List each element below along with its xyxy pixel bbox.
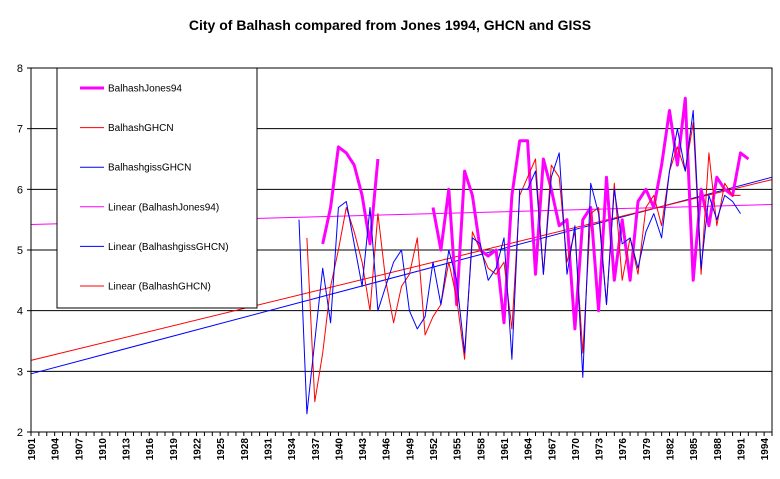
x-tick-label: 1910 xyxy=(98,438,109,461)
chart-title: City of Balhash compared from Jones 1994… xyxy=(189,17,591,33)
x-tick-label: 1943 xyxy=(358,438,369,461)
legend-label: Linear (BalhashJones94) xyxy=(108,202,219,213)
series-balhashghcn xyxy=(306,122,741,403)
y-tick-label: 2 xyxy=(17,427,23,439)
x-tick-label: 1982 xyxy=(666,438,677,461)
data-series xyxy=(298,96,750,415)
x-tick-label: 1985 xyxy=(689,438,700,461)
y-tick-label: 6 xyxy=(17,184,23,196)
y-tick-label: 5 xyxy=(17,245,23,257)
x-tick-label: 1967 xyxy=(547,438,558,461)
x-tick-label: 1991 xyxy=(736,438,747,461)
series-balhashgissghcn xyxy=(298,110,741,415)
x-tick-label: 1907 xyxy=(74,438,85,461)
x-tick-label: 1913 xyxy=(122,438,133,461)
series-line xyxy=(306,122,741,403)
series-line xyxy=(298,110,741,415)
legend-label: BalhashgissGHCN xyxy=(108,163,191,174)
x-tick-label: 1937 xyxy=(311,438,322,461)
series-line xyxy=(431,96,750,331)
x-tick-label: 1901 xyxy=(27,438,38,461)
x-tick-label: 1994 xyxy=(760,438,771,461)
x-tick-label: 1940 xyxy=(334,438,345,461)
x-tick-label: 1961 xyxy=(500,438,511,461)
x-tick-label: 1949 xyxy=(405,438,416,461)
x-tick-label: 1946 xyxy=(382,438,393,461)
series-balhashjones94 xyxy=(321,96,750,331)
y-tick-label: 8 xyxy=(17,63,23,75)
x-tick-label: 1931 xyxy=(263,438,274,461)
legend-label: Linear (BalhashgissGHCN) xyxy=(108,242,229,253)
y-axis: 2 3 4 5 6 7 8 xyxy=(17,63,31,439)
x-tick-label: 1922 xyxy=(193,438,204,461)
x-tick-label: 1916 xyxy=(145,438,156,461)
series-line xyxy=(321,145,380,246)
x-axis: 1901 1904 1907 1910 1913 1916 1919 1922 1925 1928… xyxy=(27,432,773,461)
legend-label: BalhashGHCN xyxy=(108,123,174,134)
series-linear-balhashghcn xyxy=(30,179,773,361)
legend-label: BalhashJones94 xyxy=(108,84,182,95)
y-tick-label: 7 xyxy=(17,124,23,136)
x-tick-label: 1925 xyxy=(216,438,227,461)
legend-box xyxy=(56,67,258,309)
x-tick-label: 1955 xyxy=(453,438,464,461)
x-tick-label: 1964 xyxy=(524,438,535,461)
x-tick-label: 1934 xyxy=(287,438,298,461)
x-tick-label: 1970 xyxy=(571,438,582,461)
x-tick-label: 1976 xyxy=(618,438,629,461)
y-tick-label: 4 xyxy=(17,306,23,318)
legend: BalhashJones94 BalhashGHCN BalhashgissGHCN… xyxy=(56,67,258,309)
y-tick-label: 3 xyxy=(17,366,23,378)
x-tick-label: 1904 xyxy=(51,438,62,461)
x-tick-label: 1979 xyxy=(642,438,653,461)
x-tick-label: 1919 xyxy=(169,438,180,461)
x-tick-label: 1988 xyxy=(713,438,724,461)
x-tick-label: 1928 xyxy=(240,438,251,461)
x-tick-label: 1973 xyxy=(595,438,606,461)
series-line xyxy=(30,179,773,361)
x-tick-label: 1952 xyxy=(429,438,440,461)
x-tick-label: 1958 xyxy=(476,438,487,461)
legend-label: Linear (BalhashGHCN) xyxy=(108,282,211,293)
